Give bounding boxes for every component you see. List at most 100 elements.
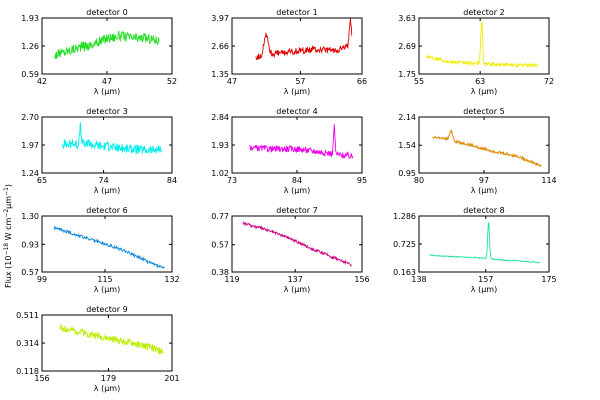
ylabel-part: Flux (10 xyxy=(4,256,13,288)
x-tick-label: 47 xyxy=(227,77,237,86)
spectrum-line xyxy=(54,30,160,60)
y-tick-label: 1.286 xyxy=(393,212,416,221)
spectrum-line xyxy=(249,124,354,160)
panel-title: detector 8 xyxy=(463,206,504,215)
y-tick-label: 0.314 xyxy=(16,339,39,348)
x-tick-label: 175 xyxy=(541,275,556,284)
panel-title: detector 9 xyxy=(86,305,127,314)
y-tick-label: 1.93 xyxy=(211,141,229,150)
y-tick-label: 3.97 xyxy=(211,14,229,23)
panel-title: detector 7 xyxy=(276,206,317,215)
x-tick-label: 138 xyxy=(411,275,426,284)
axes-frame xyxy=(418,116,550,174)
x-axis-label: λ (μm) xyxy=(94,186,120,195)
x-tick-label: 52 xyxy=(167,77,177,86)
x-tick-label: 95 xyxy=(357,176,367,185)
x-tick-label: 73 xyxy=(227,176,237,185)
axes-frame xyxy=(418,17,550,75)
y-tick-label: 1.30 xyxy=(21,212,39,221)
x-tick-label: 201 xyxy=(164,374,179,383)
x-axis-label: λ (μm) xyxy=(284,285,310,294)
panel-detector-5: detector 5 80 97 114 0.95 1.54 2.14 λ (μm) xyxy=(398,107,556,195)
x-axis-label: λ (μm) xyxy=(94,384,120,393)
x-tick-label: 84 xyxy=(167,176,177,185)
x-tick-label: 72 xyxy=(544,77,554,86)
y-tick-label: 0.118 xyxy=(16,367,39,376)
x-tick-label: 115 xyxy=(97,275,112,284)
x-tick-label: 65 xyxy=(37,176,47,185)
x-tick-label: 80 xyxy=(414,176,424,185)
x-tick-label: 66 xyxy=(357,77,367,86)
y-tick-label: 1.54 xyxy=(398,141,416,150)
y-tick-label: 1.35 xyxy=(211,70,229,79)
spectrum-line xyxy=(426,21,538,68)
spectrum-line xyxy=(53,225,165,269)
x-tick-label: 97 xyxy=(479,176,489,185)
axes-frame xyxy=(418,215,550,273)
y-tick-label: 0.725 xyxy=(393,240,416,249)
ylabel-part: W cm xyxy=(4,217,13,242)
panel-detector-2: detector 2 55 63 72 1.75 2.69 3.63 λ (μm) xyxy=(398,8,554,96)
ylabel-part: −2 xyxy=(3,209,10,218)
x-tick-label: 47 xyxy=(102,77,112,86)
panel-title: detector 1 xyxy=(276,8,317,17)
x-tick-label: 55 xyxy=(414,77,424,86)
axes-frame xyxy=(231,215,363,273)
y-tick-label: 2.69 xyxy=(398,42,416,51)
y-tick-label: 2.14 xyxy=(398,113,416,122)
y-tick-label: 0.38 xyxy=(211,268,229,277)
y-tick-label: 2.66 xyxy=(211,42,229,51)
spectrum-line xyxy=(59,323,164,355)
panel-detector-1: detector 1 47 57 66 1.35 2.66 3.97 λ (μm) xyxy=(211,8,367,96)
panel-detector-9: detector 9 156 179 201 0.118 0.314 0.511 λ (μm) xyxy=(16,305,180,393)
y-tick-label: 3.63 xyxy=(398,14,416,23)
ylabel-part: μm xyxy=(4,196,13,209)
panel-title: detector 2 xyxy=(463,8,504,17)
panel-title: detector 0 xyxy=(86,8,127,17)
ylabel-part: −1 xyxy=(3,187,10,196)
figure-y-axis-label: Flux (10−18 W cm−2μm−1) xyxy=(3,184,14,288)
x-tick-label: 99 xyxy=(37,275,47,284)
spectrum-line xyxy=(255,17,353,61)
y-tick-label: 1.02 xyxy=(211,169,229,178)
y-tick-label: 0.57 xyxy=(21,268,39,277)
spectrum-line xyxy=(429,222,541,264)
x-axis-label: λ (μm) xyxy=(284,87,310,96)
y-tick-label: 0.511 xyxy=(16,311,39,320)
x-tick-label: 74 xyxy=(98,176,108,185)
x-tick-label: 119 xyxy=(224,275,239,284)
axes-frame xyxy=(231,116,363,174)
y-tick-label: 1.97 xyxy=(21,141,39,150)
y-tick-label: 0.95 xyxy=(398,169,416,178)
x-axis-label: λ (μm) xyxy=(471,285,497,294)
x-tick-label: 132 xyxy=(164,275,179,284)
spectrum-line xyxy=(242,221,352,268)
panels-container: detector 042 47 520.591.261.93λ (μm)detect… xyxy=(16,8,557,393)
y-tick-label: 1.75 xyxy=(398,70,416,79)
y-tick-label: 0.93 xyxy=(21,240,39,249)
x-tick-label: 84 xyxy=(292,176,302,185)
panel-title: detector 4 xyxy=(276,107,317,116)
x-tick-label: 57 xyxy=(295,77,305,86)
x-tick-label: 137 xyxy=(288,275,303,284)
y-tick-label: 1.26 xyxy=(21,42,39,51)
x-tick-label: 157 xyxy=(478,275,493,284)
x-tick-label: 179 xyxy=(101,374,116,383)
ylabel-part: ) xyxy=(4,184,13,187)
panel-title: detector 6 xyxy=(86,206,127,215)
x-axis-label: λ (μm) xyxy=(471,186,497,195)
ylabel-part: −18 xyxy=(3,243,10,256)
spectrum-line xyxy=(62,122,163,155)
x-tick-label: 156 xyxy=(34,374,49,383)
x-axis-label: λ (μm) xyxy=(471,87,497,96)
axes-frame xyxy=(41,17,173,75)
panel-detector-3: detector 3 65 74 84 1.24 1.97 2.70 λ (μm) xyxy=(21,107,177,195)
panel-title: detector 5 xyxy=(463,107,504,116)
x-axis-label: λ (μm) xyxy=(94,285,120,294)
x-tick-label: 156 xyxy=(354,275,369,284)
spectrum-line xyxy=(432,128,542,168)
y-tick-label: 2.84 xyxy=(211,113,229,122)
panel-detector-4: detector 4 73 84 95 1.02 1.93 2.84 λ (μm) xyxy=(211,107,367,195)
panel-detector-0: detector 0 42 47 52 0.59 1.26 1.93 λ (μm) xyxy=(21,8,177,96)
